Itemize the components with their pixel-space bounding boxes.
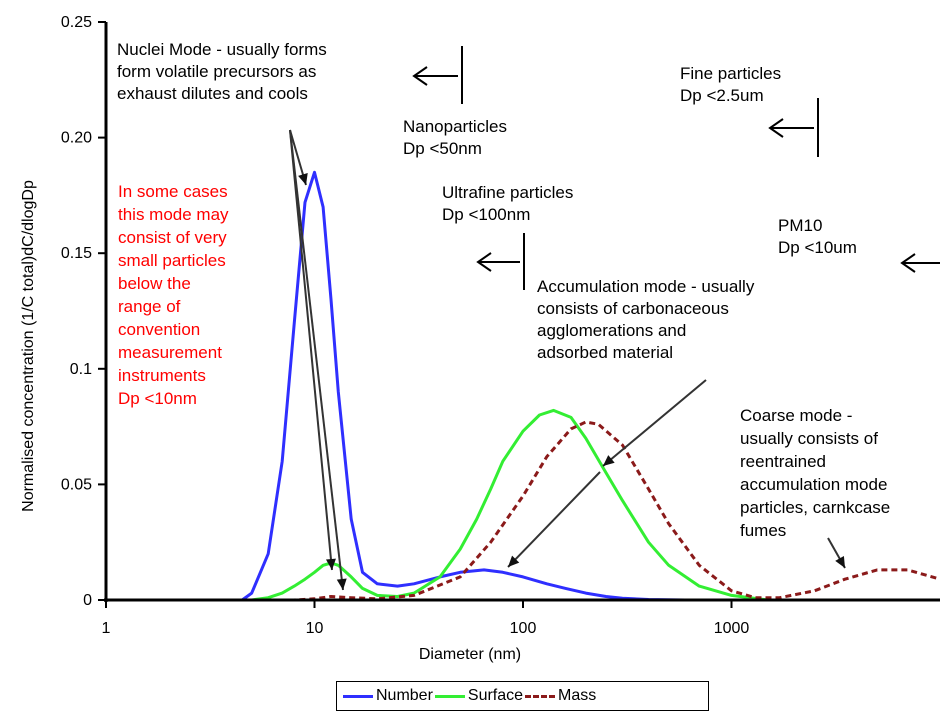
series-line-number (241, 170, 686, 602)
accumulation-pointer-a-line (602, 379, 707, 467)
nuclei-mode-annotation: Nuclei Mode - usually forms form volatil… (117, 39, 327, 105)
annotation-line: Ultrafine particles (442, 183, 574, 202)
legend-item-number: Number (343, 687, 433, 705)
coarse-pointer-head (835, 555, 845, 568)
pm10-annotation: PM10 Dp <10um (778, 215, 857, 259)
x-tick-label: 1000 (714, 620, 750, 637)
fine-particles-annotation: Fine particles Dp <2.5um (680, 63, 781, 107)
annotation-line: measurement (118, 343, 222, 362)
nuclei-pointer-a-head (298, 173, 308, 185)
legend-swatch (434, 694, 465, 698)
y-tick-label: 0 (83, 592, 92, 609)
y-tick-label: 0.25 (61, 14, 92, 31)
nuclei-pointer-c-line (289, 129, 344, 591)
x-tick-label: 1 (102, 620, 111, 637)
legend-item-surface: Surface (434, 687, 524, 705)
annotation-line: Fine particles (680, 64, 782, 83)
annotation-line: PM10 (778, 216, 823, 235)
red-note-annotation: In some cases this mode may consist of v… (118, 180, 229, 410)
accumulation-pointer-a-head (603, 455, 615, 466)
legend-label: Mass (558, 687, 597, 704)
annotation-line: convention (118, 320, 201, 339)
annotation-line: reentrained (740, 452, 827, 471)
nanoparticles-annotation: Nanoparticles Dp <50nm (403, 116, 507, 160)
annotation-line: Coarse mode - (740, 406, 853, 425)
annotation-line: below the (118, 274, 191, 293)
annotation-line: Nuclei Mode - usually forms (117, 40, 327, 59)
nuclei-pointer-c-head (336, 578, 347, 590)
y-tick-label: 0.1 (70, 361, 92, 378)
accumulation-mode-annotation: Accumulation mode - usually consists of … (537, 276, 754, 364)
accumulation-pointer-b-head (508, 555, 520, 567)
annotation-line: usually consists of (740, 429, 878, 448)
annotation-line: particles, carnkcase (740, 498, 891, 517)
series-line-mass (219, 420, 940, 602)
pm10-arrow-head (900, 253, 916, 273)
annotation-line: instruments (118, 366, 206, 385)
legend-label: Number (376, 687, 433, 704)
annotation-line: consist of very (118, 228, 227, 247)
annotation-line: form volatile precursors as (117, 62, 317, 81)
y-tick-label: 0.15 (61, 245, 92, 262)
annotation-line: Dp <10um (778, 238, 857, 257)
legend-label: Surface (467, 687, 524, 704)
x-tick-label: 10 (306, 620, 324, 637)
ultrafine-annotation: Ultrafine particles Dp <100nm (442, 182, 573, 226)
nuclei-pointer-b-line (289, 129, 333, 571)
annotation-line: fumes (740, 521, 787, 540)
annotation-line: exhaust dilutes and cools (117, 84, 308, 103)
annotation-line: In some cases (118, 182, 228, 201)
y-tick-label: 0.20 (61, 130, 92, 147)
annotation-line: accumulation mode (740, 475, 888, 494)
legend-swatch (525, 694, 556, 698)
fine-particles-arrow-head (768, 118, 784, 138)
coarse-mode-annotation: Coarse mode - usually consists of reentr… (740, 404, 890, 542)
series-line-surface (251, 408, 769, 602)
y-axis-label: Normalised concentration (1/C total)dC/d… (20, 180, 37, 512)
annotation-line: agglomerations and (537, 321, 687, 340)
y-tick-label: 0.05 (61, 476, 92, 493)
annotation-line: Nanoparticles (403, 117, 507, 136)
legend-item-mass: Mass (525, 687, 596, 705)
annotation-line: small particles (118, 251, 226, 270)
annotation-line: this mode may (118, 205, 229, 224)
nuclei-pointer-b-head (325, 558, 336, 570)
legend-swatch (343, 694, 373, 698)
annotation-line: adsorbed material (537, 343, 674, 362)
accumulation-pointer-b-line (507, 471, 601, 568)
annotation-line: range of (118, 297, 181, 316)
annotation-line: Dp <2.5um (680, 86, 764, 105)
annotation-line: consists of carbonaceous (537, 299, 729, 318)
nanoparticles-arrow-head (412, 66, 428, 86)
annotation-line: Accumulation mode - usually (537, 277, 755, 296)
x-tick-label: 100 (510, 620, 537, 637)
legend: Number Surface Mass (336, 681, 709, 711)
annotation-line: Dp <50nm (403, 139, 482, 158)
x-axis-label: Diameter (nm) (418, 646, 522, 663)
annotation-line: Dp <100nm (442, 205, 531, 224)
annotation-line: Dp <10nm (118, 389, 197, 408)
ultrafine-arrow-head (476, 252, 492, 272)
